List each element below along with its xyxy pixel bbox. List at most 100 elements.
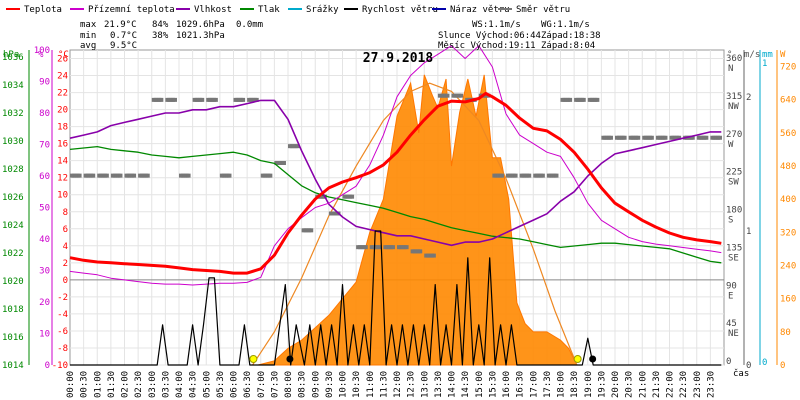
legend-label: Tlak (258, 5, 280, 15)
hum-tick-label: 100 (34, 46, 50, 56)
x-tick-label: 14:30 (461, 371, 471, 398)
x-tick-label: 20:30 (625, 371, 635, 398)
temp-tick-label: 14 (57, 157, 68, 167)
x-tick-label: 12:00 (393, 371, 403, 398)
stat-avg-temp: 9.5°C (110, 41, 137, 51)
dir-tick-value: 180 (726, 206, 742, 216)
wind-direction-point (636, 135, 641, 140)
hum-tick-label: 20 (39, 298, 50, 308)
x-tick-label: 15:30 (488, 371, 498, 398)
x-tick-label: 11:30 (379, 371, 389, 398)
wind-direction-point (499, 173, 504, 178)
temperature-line (69, 91, 722, 275)
solar-tick-label: 480 (780, 162, 796, 172)
press-tick-label: 1018 (2, 305, 24, 315)
solar-tick-label: 0 (780, 361, 785, 371)
wind-gust-info: WG:1.1m/s (541, 20, 590, 30)
press-tick-label: 1016 (2, 333, 24, 343)
wind-direction-point (145, 173, 150, 178)
x-tick-label: 02:00 (121, 371, 131, 398)
solar-tick-label: 240 (780, 262, 796, 272)
x-tick-label: 10:30 (352, 371, 362, 398)
x-tick-label: 23:30 (706, 371, 716, 398)
dir-tick-value: 90 (726, 281, 737, 291)
series-lines (69, 45, 722, 366)
x-tick-label: 18:00 (557, 371, 567, 398)
legend-item-rychlost-vetru: Rychlost větru (344, 5, 438, 15)
stat-max-temp: 21.9°C (104, 20, 137, 30)
legend-label: Přízemní teplota (88, 5, 175, 15)
x-tick-label: 12:30 (407, 371, 417, 398)
wind-direction-point (377, 245, 382, 250)
sun-marker (249, 355, 258, 363)
solar-tick-label: 160 (780, 295, 796, 305)
solar-tick-label: 720 (780, 63, 796, 73)
wind-direction-point (404, 245, 409, 250)
x-tick-label: 17:30 (543, 371, 553, 398)
temp-unit-label: °C (58, 50, 69, 60)
stat-max-press: 1029.6hPa (176, 20, 225, 30)
x-tick-label: 08:30 (298, 371, 308, 398)
x-tick-label: 08:00 (284, 371, 294, 398)
x-tick-label: 06:00 (230, 371, 240, 398)
moon-marker (286, 355, 294, 363)
wind-direction-point (568, 97, 573, 102)
temp-tick-label: 4 (63, 242, 68, 252)
legend-label: Vlhkost (194, 5, 232, 15)
humidity-line (69, 99, 722, 247)
solar-tick-label: 320 (780, 228, 796, 238)
wind-direction-point (704, 135, 709, 140)
time-axis-label: čas (733, 368, 749, 379)
dir-tick-label: SW (728, 178, 739, 188)
dir-tick-value: 45 (726, 319, 737, 329)
hum-tick-label: 90 (39, 78, 50, 88)
x-tick-label: 17:00 (529, 371, 539, 398)
legend-item-prizemni-teplota: Přízemní teplota (70, 5, 175, 15)
dir-tick-value: 0 (726, 357, 731, 367)
legend-item-vlhkost: Vlhkost (176, 5, 232, 15)
wind-direction-point (363, 245, 368, 250)
press-unit-label: hPa (3, 50, 19, 60)
sunset-info: Západ:18:38 (541, 31, 601, 41)
rain-tick-label: 1 (762, 59, 767, 69)
wind-direction-point (268, 173, 273, 178)
stat-min-temp: 0.7°C (110, 31, 137, 41)
dir-tick-value: 135 (726, 243, 742, 253)
x-tick-label: 18:30 (570, 371, 580, 398)
hum-tick-label: 10 (39, 330, 50, 340)
hum-tick-label: 40 (39, 235, 50, 245)
wind-direction-point (431, 253, 436, 258)
wind-direction-point (309, 228, 314, 233)
x-tick-label: 13:30 (434, 371, 444, 398)
x-tick-label: 03:30 (161, 371, 171, 398)
wind-direction-point (213, 97, 218, 102)
wind-tick-label: 2 (746, 93, 751, 103)
temp-tick-label: 8 (63, 208, 68, 218)
legend-label: Směr větru (516, 5, 570, 15)
stat-max-label: max (80, 20, 97, 30)
wind-direction-point (132, 173, 137, 178)
sun-moon-info: WS:1.1m/s WG:1.1m/s Slunce Východ:06:44 … (438, 20, 601, 51)
solar-tick-label: 400 (780, 195, 796, 205)
wind-direction-point (390, 245, 395, 250)
legend: Teplota Přízemní teplota Vlhkost Tlak Sr… (6, 5, 570, 15)
x-tick-label: 16:00 (502, 371, 512, 398)
temp-tick-label: 10 (57, 191, 68, 201)
x-tick-label: 13:00 (420, 371, 430, 398)
temp-tick-label: 12 (57, 174, 68, 184)
stat-avg-label: avg (80, 41, 96, 51)
wind-direction-point (513, 173, 518, 178)
axes: 00:00 00:30 01:00 01:30 02:00 02:30 03:00 03:30… (2, 46, 796, 398)
press-tick-label: 1032 (2, 109, 24, 119)
x-tick-label: 19:00 (584, 371, 594, 398)
wind-speed-info: WS:1.1m/s (472, 20, 521, 30)
wind-direction-point (159, 97, 164, 102)
solar-unit-label: W (780, 50, 786, 60)
x-tick-label: 02:30 (134, 371, 144, 398)
wind-direction-point (186, 173, 191, 178)
x-tick-label: 01:00 (93, 371, 103, 398)
stat-min-press: 1021.3hPa (176, 31, 225, 41)
wind-direction-point (622, 135, 627, 140)
hum-tick-label: 70 (39, 141, 50, 151)
wind-direction-point (540, 173, 545, 178)
